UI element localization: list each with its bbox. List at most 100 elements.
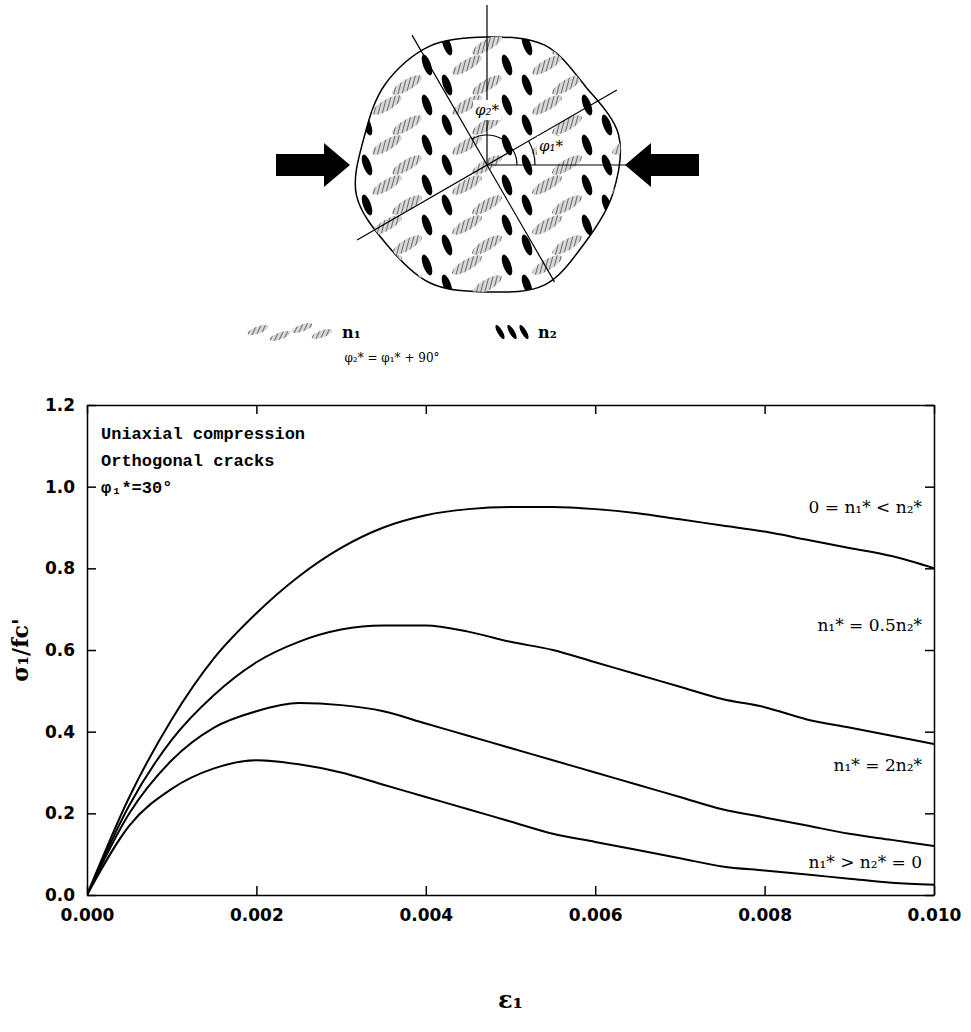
crack-set-2: [419, 53, 434, 76]
crack-set-2: [419, 253, 434, 276]
annotation: Uniaxial compression: [101, 425, 305, 444]
tick: 0.8: [45, 558, 96, 578]
tick-mark: [925, 731, 934, 733]
tick: 0.0: [45, 885, 96, 905]
crack-set-2: [519, 113, 534, 136]
tick: [595, 405, 596, 414]
crack-set-2: [419, 133, 434, 156]
tick-mark: [87, 895, 96, 897]
tick: 1.2: [45, 395, 96, 415]
crack-set-2: [359, 153, 374, 176]
crack-set-1: [450, 52, 485, 79]
crack-set-2: [499, 213, 514, 236]
series-lines: [87, 507, 934, 895]
tick-label: 0.2: [45, 803, 75, 823]
crack-set-1: [470, 272, 505, 299]
tick-label: 0.4: [45, 722, 75, 742]
legend-swatch: [494, 324, 507, 340]
tick-label: 0.0: [45, 885, 75, 905]
crack-set-2: [439, 73, 454, 96]
tick: [256, 405, 257, 414]
crack-set-2: [439, 153, 454, 176]
tick-label: 0.000: [61, 905, 115, 925]
crack-set-2: [499, 93, 514, 116]
tick-mark: [925, 895, 934, 897]
x-axis-title: ε₁: [498, 985, 523, 1014]
crack-set-2: [579, 93, 594, 116]
crack-set-2: [599, 233, 614, 256]
cracks: [339, 32, 644, 299]
tick: [426, 405, 427, 414]
tick-label: 0.6: [45, 640, 75, 660]
crack-set-2: [419, 173, 434, 196]
annotations: Uniaxial compression Orthogonal cracks φ₁*…: [101, 425, 305, 498]
relation-note: φ₂* = φ₁* + 90°: [344, 351, 439, 365]
crack-set-2: [519, 273, 534, 296]
load-arrow: [625, 143, 699, 187]
tick-mark: [925, 650, 934, 652]
crack-set-1: [530, 172, 565, 199]
crack-set-2: [419, 93, 434, 116]
tick: 1.0: [45, 477, 96, 497]
load-arrow: [276, 143, 350, 187]
crack-set-1: [370, 52, 405, 79]
crack-set-1: [390, 32, 425, 59]
tick: [925, 650, 934, 651]
series-label: n₁* = 2n₂*: [834, 755, 923, 775]
crack-set-2: [339, 173, 354, 196]
legend-swatch: [518, 324, 531, 340]
tick: 0.008: [738, 886, 792, 925]
tick: 0.002: [230, 886, 284, 925]
legend-swatch: [290, 321, 313, 335]
crack-set-2: [599, 113, 614, 136]
series-label: 0 = n₁* < n₂*: [809, 497, 923, 517]
crack-set-1: [550, 32, 585, 59]
x-axis-top: [88, 405, 935, 414]
crack-set-2: [439, 193, 454, 216]
crack-set-1: [550, 232, 585, 259]
crack-set-2: [519, 73, 534, 96]
crack-set-1: [550, 192, 585, 219]
tick: 0.004: [399, 886, 453, 925]
annotation: φ₁*=30°: [101, 479, 172, 498]
series-label: n₁* = 0.5n₂*: [817, 615, 922, 635]
tick-label: 1.2: [45, 395, 75, 415]
tick-mark: [87, 405, 96, 407]
crack-set-1: [370, 252, 405, 279]
tick: [925, 732, 934, 733]
crack-set-2: [419, 213, 434, 236]
crack-set-2: [439, 33, 454, 56]
series-line: [87, 703, 934, 895]
crack-set-2: [359, 193, 374, 216]
tick-mark: [925, 405, 934, 407]
diagram-legend: n₁n₂φ₂* = φ₁* + 90°: [246, 321, 556, 365]
angle-label: φ₁*: [539, 137, 564, 155]
crack-set-1: [470, 192, 505, 219]
legend-label: n₂: [538, 323, 557, 342]
y-axis-title: σ₁/fc': [7, 618, 33, 682]
crack-set-2: [359, 73, 374, 96]
crack-set-2: [599, 193, 614, 216]
tick-label: 0.004: [399, 905, 453, 925]
crack-set-1: [390, 192, 425, 219]
tick: 0.006: [569, 886, 623, 925]
crack-set-1: [390, 232, 425, 259]
crack-set-2: [579, 253, 594, 276]
crack-set-1: [370, 172, 405, 199]
label-patch: [537, 136, 566, 156]
crack-set-2: [499, 53, 514, 76]
tick: [925, 405, 934, 406]
legend-swatch: [310, 327, 333, 341]
y-axis: 0.0 0.2 0.4 0.6 0.8 1.0 1.2: [45, 395, 96, 905]
axis-line: [88, 405, 935, 407]
crack-set-1: [450, 212, 485, 239]
series-line: [87, 626, 934, 896]
tick-mark: [87, 813, 96, 815]
annotation: Orthogonal cracks: [101, 452, 274, 471]
crack-set-2: [519, 193, 534, 216]
tick-mark: [426, 405, 428, 414]
legend-swatch: [506, 324, 519, 340]
crack-set-2: [519, 33, 534, 56]
angle-label: φ₂*: [475, 101, 500, 119]
label-patch: [473, 100, 502, 120]
